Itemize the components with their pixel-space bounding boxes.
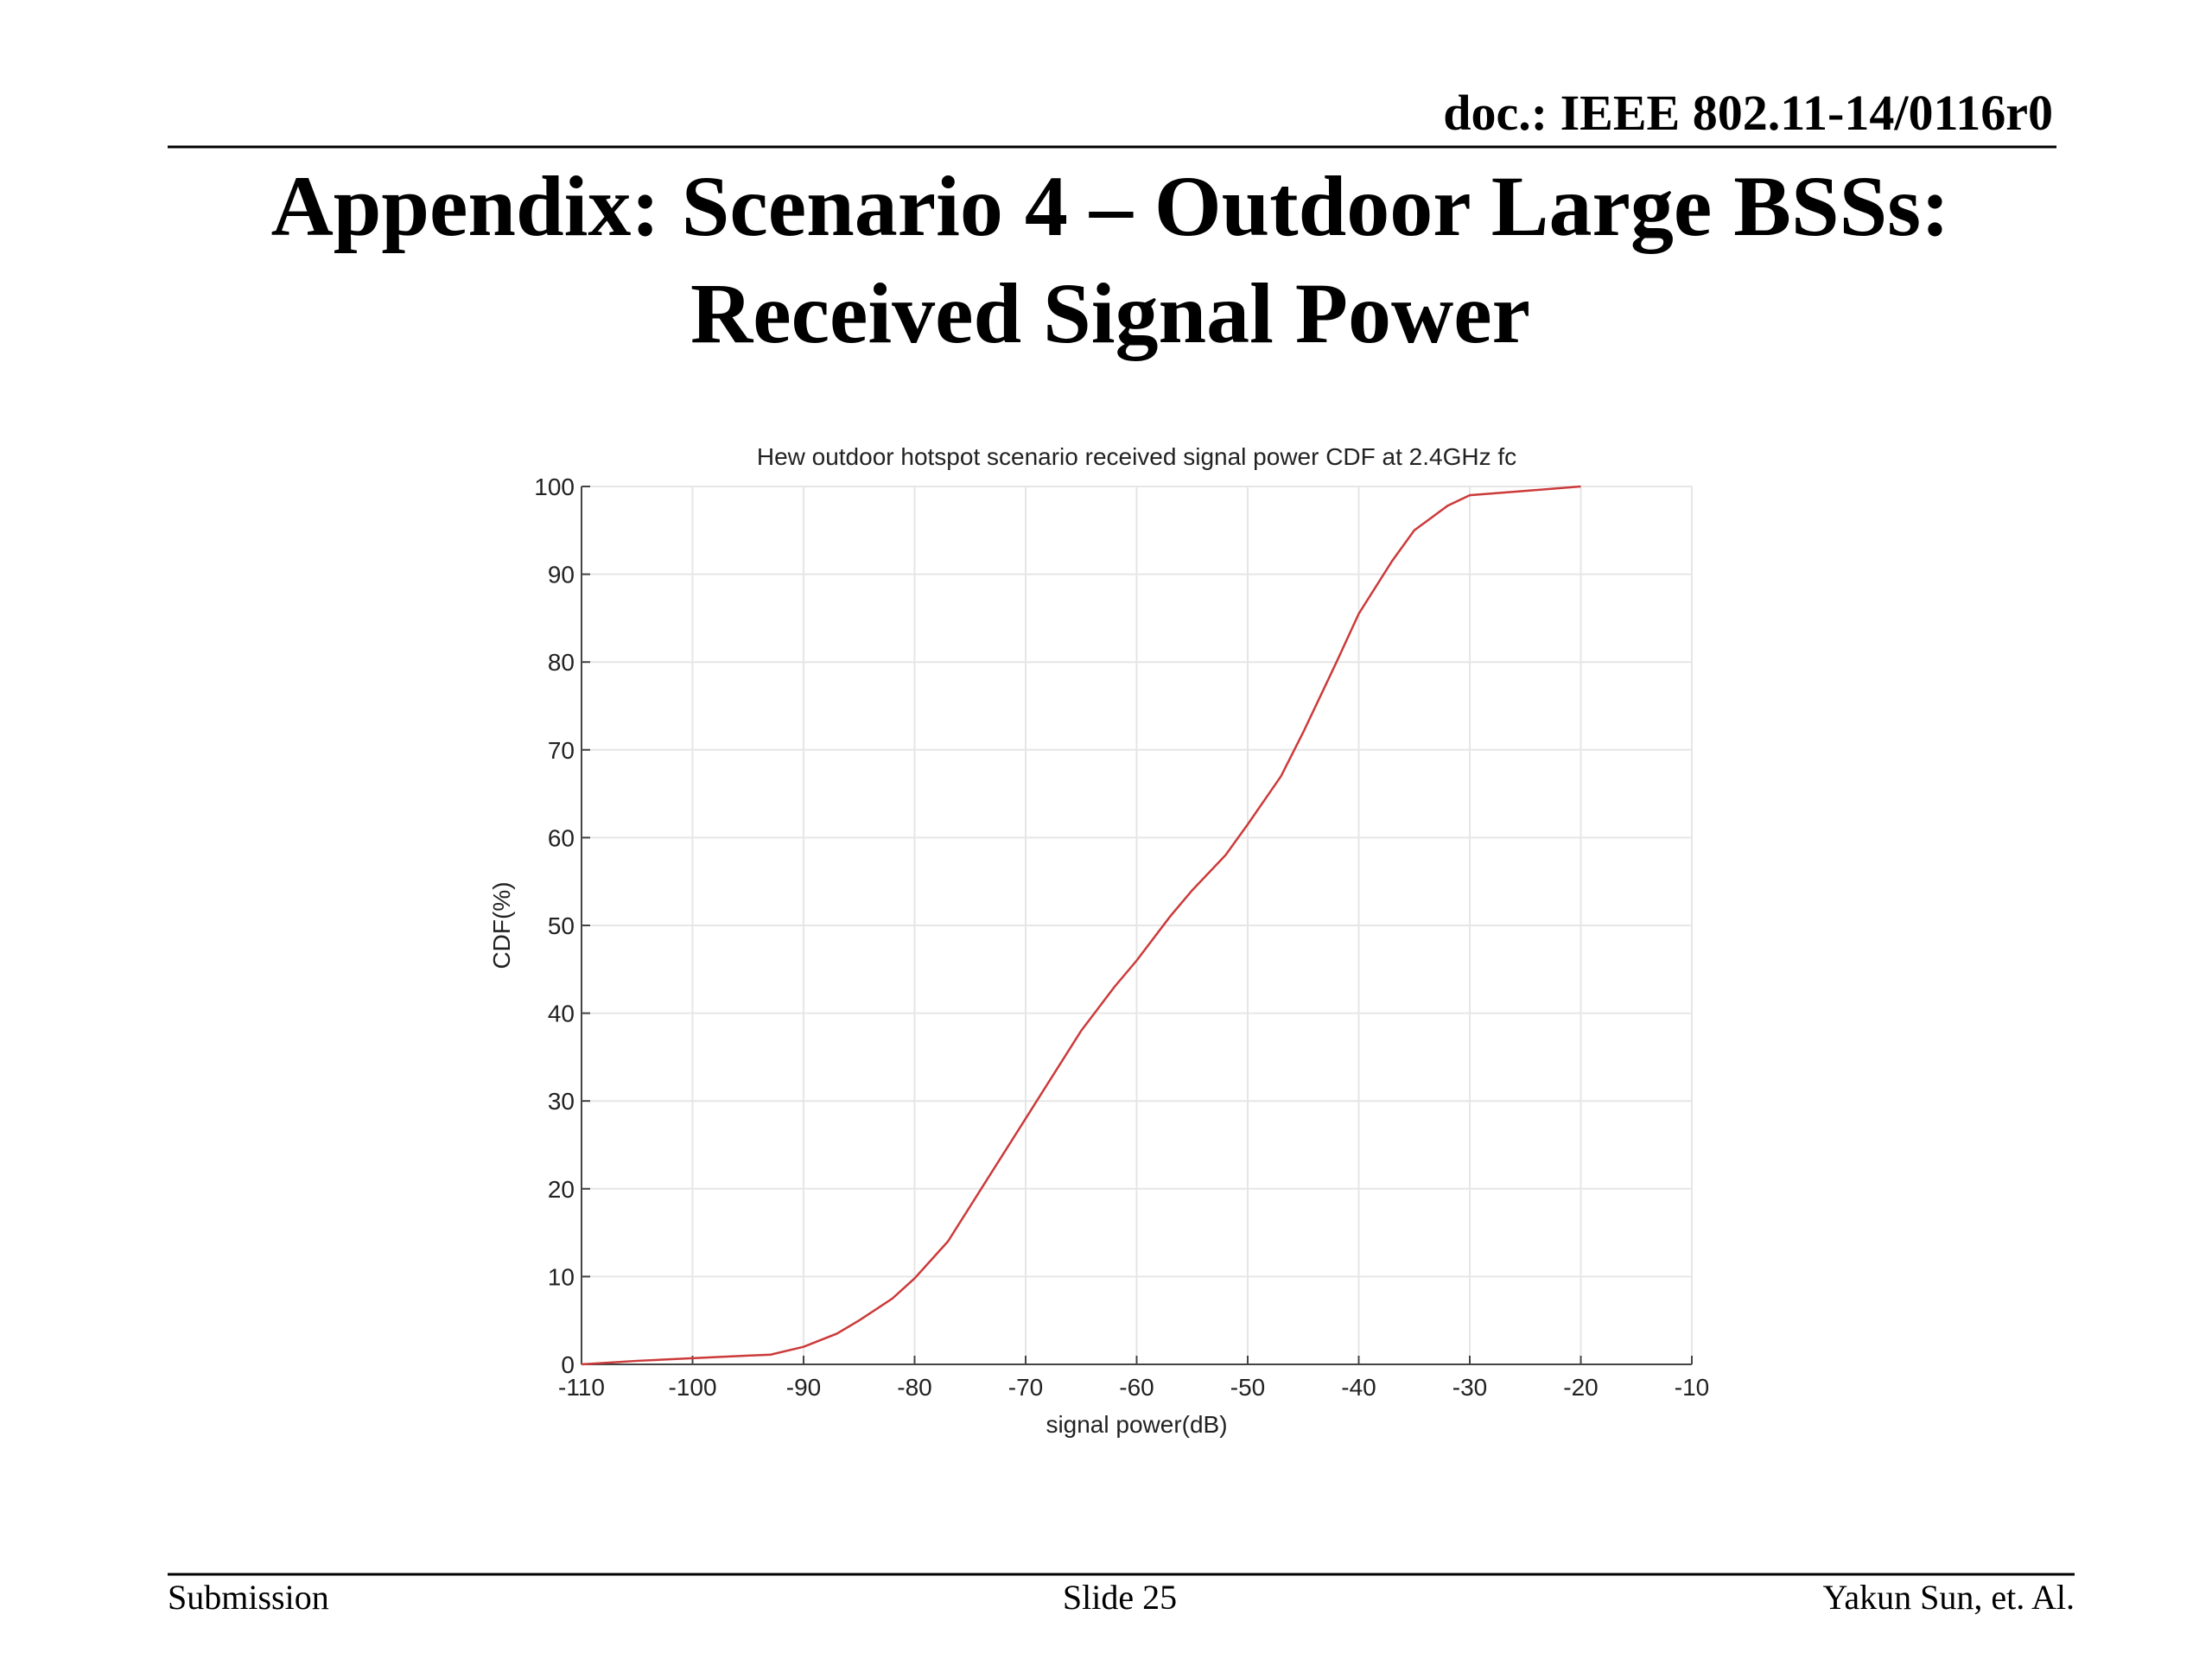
y-tick-label: 60 (548, 824, 575, 851)
cdf-line (581, 485, 1581, 1366)
slide-title: Received Signal Power (690, 265, 1530, 361)
doc-id: doc.: IEEE 802.11-14/0116r0 (1443, 85, 2053, 141)
x-tick-label: -30 (1452, 1374, 1487, 1401)
x-tick-label: -50 (1230, 1374, 1265, 1401)
x-tick-label: -100 (668, 1374, 716, 1401)
x-tick-label: -40 (1341, 1374, 1376, 1401)
x-tick-label: -20 (1563, 1374, 1598, 1401)
footer-left: Submission (168, 1578, 329, 1617)
y-tick-label: 50 (548, 912, 575, 939)
y-tick-label: 80 (548, 649, 575, 676)
y-tick-label: 90 (548, 562, 575, 588)
y-tick-label: 0 (561, 1351, 575, 1378)
y-tick-label: 70 (548, 737, 575, 764)
x-tick-label: -110 (558, 1374, 605, 1401)
y-axis-label: CDF(%) (488, 881, 515, 969)
x-tick-label: -60 (1119, 1374, 1154, 1401)
x-tick-label: -90 (786, 1374, 821, 1401)
x-axis-label: signal power(dB) (1046, 1411, 1227, 1438)
x-tick-label: -80 (897, 1374, 931, 1401)
footer-center: Slide 25 (1063, 1578, 1177, 1617)
chart: Hew outdoor hotspot scenario received si… (488, 443, 1709, 1438)
chart-title: Hew outdoor hotspot scenario received si… (757, 443, 1516, 470)
slide-title: Appendix: Scenario 4 – Outdoor Large BSS… (271, 158, 1950, 254)
y-tick-label: 40 (548, 1001, 575, 1027)
y-tick-label: 30 (548, 1088, 575, 1115)
y-tick-label: 10 (548, 1263, 575, 1290)
footer-right: Yakun Sun, et. Al. (1822, 1578, 2075, 1617)
x-tick-label: -10 (1675, 1374, 1709, 1401)
y-tick-label: 20 (548, 1176, 575, 1203)
y-tick-label: 100 (534, 474, 575, 500)
x-tick-label: -70 (1008, 1374, 1043, 1401)
